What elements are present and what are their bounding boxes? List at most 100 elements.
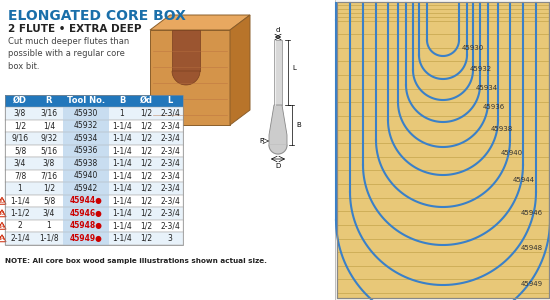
Bar bbox=[274, 40, 282, 105]
Text: 5/8: 5/8 bbox=[43, 196, 55, 205]
Bar bbox=[63, 232, 109, 244]
Text: 45949: 45949 bbox=[521, 281, 543, 287]
Polygon shape bbox=[269, 105, 287, 145]
Text: 1/2: 1/2 bbox=[140, 196, 152, 205]
Text: 1: 1 bbox=[47, 221, 51, 230]
Text: 1: 1 bbox=[18, 184, 23, 193]
Polygon shape bbox=[172, 71, 200, 85]
Text: 2-3/4: 2-3/4 bbox=[160, 121, 180, 130]
Text: 1-1/4: 1-1/4 bbox=[112, 221, 132, 230]
Text: 45948: 45948 bbox=[521, 245, 543, 251]
Text: 45948●: 45948● bbox=[69, 221, 102, 230]
Text: L: L bbox=[292, 64, 296, 70]
Bar bbox=[5, 169, 183, 182]
Text: 2-3/4: 2-3/4 bbox=[160, 209, 180, 218]
Text: ELONGATED CORE BOX: ELONGATED CORE BOX bbox=[8, 9, 186, 23]
Text: 18: 18 bbox=[0, 211, 5, 216]
Text: 3/8: 3/8 bbox=[14, 109, 26, 118]
Text: 1/2: 1/2 bbox=[140, 109, 152, 118]
Text: 1/2: 1/2 bbox=[43, 184, 55, 193]
Text: 1-1/4: 1-1/4 bbox=[112, 184, 132, 193]
Text: 7/16: 7/16 bbox=[41, 171, 58, 180]
Text: 7/8: 7/8 bbox=[14, 171, 26, 180]
Polygon shape bbox=[150, 15, 250, 30]
Text: L: L bbox=[167, 96, 173, 105]
Text: 2-3/4: 2-3/4 bbox=[160, 134, 180, 143]
Text: 45938: 45938 bbox=[74, 159, 98, 168]
Bar bbox=[5, 182, 183, 194]
Text: Tool No.: Tool No. bbox=[67, 96, 105, 105]
Text: 2-3/4: 2-3/4 bbox=[160, 221, 180, 230]
Text: 45936: 45936 bbox=[74, 146, 98, 155]
Text: 45930: 45930 bbox=[462, 45, 484, 51]
Text: 45932: 45932 bbox=[470, 66, 492, 72]
Bar bbox=[63, 169, 109, 182]
Text: 1-1/4: 1-1/4 bbox=[112, 234, 132, 243]
Bar bbox=[337, 2, 549, 20]
Text: 45944●: 45944● bbox=[70, 196, 102, 205]
Text: 2-3/4: 2-3/4 bbox=[160, 196, 180, 205]
Text: 45940: 45940 bbox=[74, 171, 98, 180]
Text: 20: 20 bbox=[0, 199, 5, 204]
Text: NOTE: All core box wood sample illustrations shown actual size.: NOTE: All core box wood sample illustrat… bbox=[5, 258, 267, 264]
Text: 3/4: 3/4 bbox=[14, 159, 26, 168]
Text: 2-3/4: 2-3/4 bbox=[160, 159, 180, 168]
Bar bbox=[5, 207, 183, 220]
Bar bbox=[63, 119, 109, 132]
Bar bbox=[5, 107, 183, 119]
Bar bbox=[172, 30, 200, 71]
Text: 1/2: 1/2 bbox=[14, 121, 26, 130]
Text: Cut much deeper flutes than
possible with a regular core
box bit.: Cut much deeper flutes than possible wit… bbox=[8, 37, 129, 71]
Text: 3/16: 3/16 bbox=[41, 109, 58, 118]
Bar bbox=[337, 2, 549, 298]
Text: 3/4: 3/4 bbox=[43, 209, 55, 218]
Text: 1/2: 1/2 bbox=[140, 209, 152, 218]
Text: 2-3/4: 2-3/4 bbox=[160, 171, 180, 180]
Polygon shape bbox=[230, 15, 250, 125]
Bar bbox=[63, 182, 109, 194]
Text: 45940: 45940 bbox=[501, 150, 523, 156]
Text: 9/32: 9/32 bbox=[41, 134, 58, 143]
Text: 1-1/8: 1-1/8 bbox=[39, 234, 59, 243]
Text: D: D bbox=[276, 163, 280, 169]
Text: d: d bbox=[276, 27, 280, 33]
Bar bbox=[63, 145, 109, 157]
Bar bbox=[5, 194, 183, 207]
Text: 45934: 45934 bbox=[74, 134, 98, 143]
Text: 3: 3 bbox=[168, 234, 173, 243]
Text: 45946: 45946 bbox=[521, 210, 543, 216]
Text: 45932: 45932 bbox=[74, 121, 98, 130]
Text: 1/2: 1/2 bbox=[140, 121, 152, 130]
Text: 2 FLUTE • EXTRA DEEP: 2 FLUTE • EXTRA DEEP bbox=[8, 24, 141, 34]
Text: 1-1/2: 1-1/2 bbox=[10, 209, 30, 218]
Text: 45949●: 45949● bbox=[70, 234, 102, 243]
Bar bbox=[5, 132, 183, 145]
Text: 45930: 45930 bbox=[74, 109, 98, 118]
Text: 1-1/4: 1-1/4 bbox=[112, 209, 132, 218]
Bar bbox=[63, 157, 109, 169]
Text: B: B bbox=[119, 96, 125, 105]
Text: 14: 14 bbox=[0, 236, 5, 241]
Bar bbox=[63, 220, 109, 232]
Text: 9/16: 9/16 bbox=[12, 134, 29, 143]
Text: 1/2: 1/2 bbox=[140, 171, 152, 180]
Bar bbox=[337, 2, 549, 298]
Text: 1/2: 1/2 bbox=[140, 234, 152, 243]
Text: B: B bbox=[296, 122, 301, 128]
Text: 45936: 45936 bbox=[483, 104, 505, 110]
Text: 45946●: 45946● bbox=[70, 209, 102, 218]
Text: 2: 2 bbox=[18, 221, 23, 230]
Text: 1/2: 1/2 bbox=[140, 146, 152, 155]
Text: R: R bbox=[46, 96, 52, 105]
Text: ØD: ØD bbox=[13, 96, 27, 105]
Bar bbox=[5, 94, 183, 107]
Text: R: R bbox=[259, 138, 264, 144]
Text: 45934: 45934 bbox=[476, 85, 498, 91]
Text: 1-1/4: 1-1/4 bbox=[112, 121, 132, 130]
Text: 1/2: 1/2 bbox=[140, 134, 152, 143]
Bar bbox=[5, 157, 183, 169]
Text: 5/8: 5/8 bbox=[14, 146, 26, 155]
Bar bbox=[5, 220, 183, 232]
Text: 1-1/4: 1-1/4 bbox=[10, 196, 30, 205]
Text: 1-1/4: 1-1/4 bbox=[112, 196, 132, 205]
